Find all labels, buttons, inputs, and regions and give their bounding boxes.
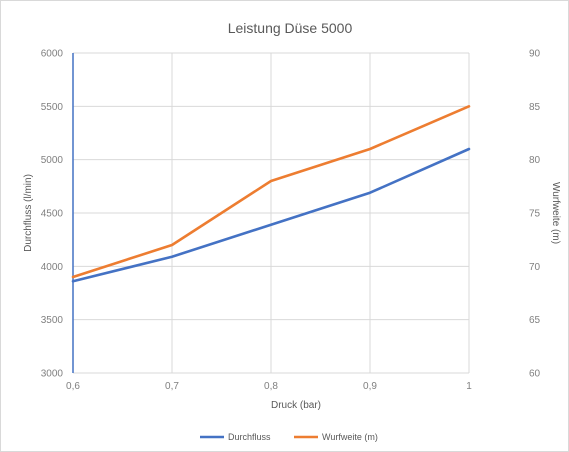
y2-tick-label: 60 [529,369,541,380]
y-tick-label: 6000 [41,49,64,60]
x-tick-label: 0,8 [264,381,278,392]
chart-title: Leistung Düse 5000 [228,20,353,36]
y-tick-label: 4000 [41,262,64,273]
y2-tick-label: 85 [529,102,541,113]
y2-tick-label: 65 [529,315,541,326]
y-tick-label: 5000 [41,155,64,166]
y-tick-label: 5500 [41,102,64,113]
y-axis-title: Durchfluss (l/min) [23,174,34,252]
y2-tick-label: 70 [529,262,541,273]
gridlines [73,52,470,374]
y2-tick-label: 80 [529,155,541,166]
right-axis-ticks: 60 65 70 75 80 85 90 [529,49,541,380]
y2-tick-label: 90 [529,49,541,60]
legend-label: Durchfluss [228,432,271,442]
y-tick-label: 3500 [41,315,64,326]
y-tick-label: 4500 [41,209,64,220]
legend: Durchfluss Wurfweite (m) [200,432,378,442]
series-lines [71,105,471,283]
x-tick-label: 0,9 [363,381,377,392]
legend-label: Wurfweite (m) [322,432,378,442]
x-axis-title: Druck (bar) [271,400,321,411]
y2-tick-label: 75 [529,209,541,220]
left-axis-ticks: 3000 3500 4000 4500 5000 5500 6000 [41,49,64,380]
y2-axis-title: Wurfweite (m) [550,182,561,244]
x-tick-label: 1 [466,381,472,392]
y-tick-label: 3000 [41,369,64,380]
x-axis-ticks: 0,6 0,7 0,8 0,9 1 [66,381,472,392]
x-tick-label: 0,6 [66,381,80,392]
x-tick-label: 0,7 [165,381,179,392]
